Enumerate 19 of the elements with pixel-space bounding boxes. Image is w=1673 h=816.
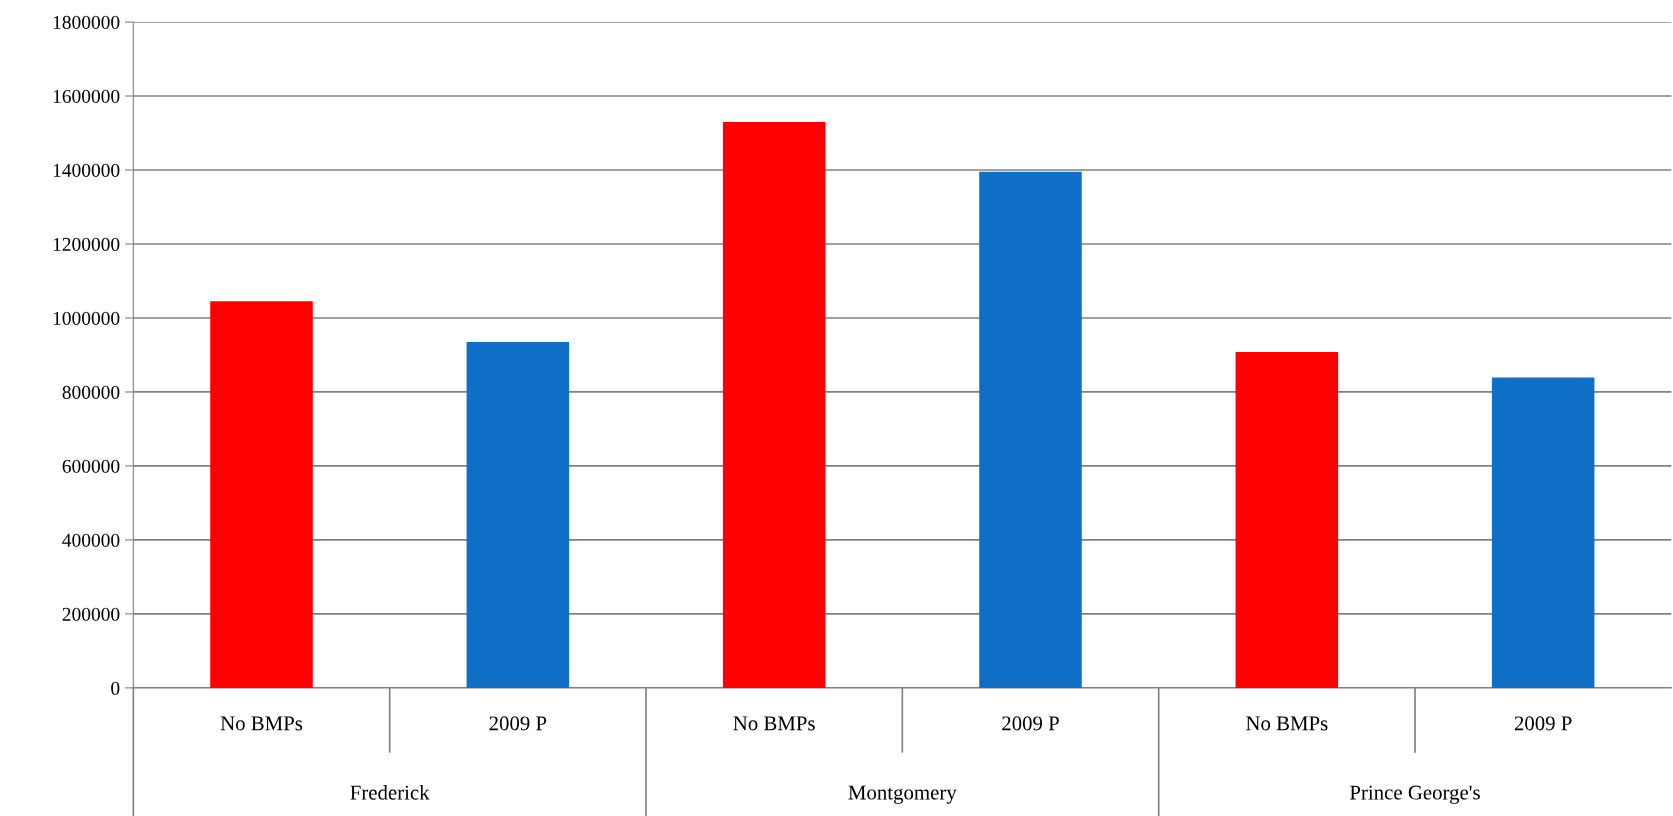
y-tick-label: 1200000 <box>53 237 120 251</box>
y-tick-label: 1000000 <box>53 311 120 325</box>
y-tick-label: 600000 <box>62 459 120 473</box>
y-tick-label: 1400000 <box>53 163 120 177</box>
x-tick-label: No BMPs <box>733 716 815 731</box>
x-tick-label: 2009 P <box>1514 716 1572 731</box>
x-tick-label: No BMPs <box>1246 716 1328 731</box>
y-tick-label: 800000 <box>62 385 120 399</box>
y-tick-label: 0 <box>111 681 120 695</box>
y-tick-label: 400000 <box>62 533 120 547</box>
y-tick-label: 1600000 <box>53 89 120 103</box>
x-tick-label: 2009 P <box>1002 716 1059 731</box>
text: Prince George's <box>1349 785 1480 804</box>
y-tick-label: 200000 <box>62 607 120 621</box>
text: Montgomery <box>848 785 957 804</box>
x-tick-label: No BMPs <box>220 716 303 731</box>
y-tick-label: 1800000 <box>53 15 120 29</box>
x-tick-label: 2009 P <box>489 716 547 731</box>
text: Frederick <box>350 784 430 800</box>
